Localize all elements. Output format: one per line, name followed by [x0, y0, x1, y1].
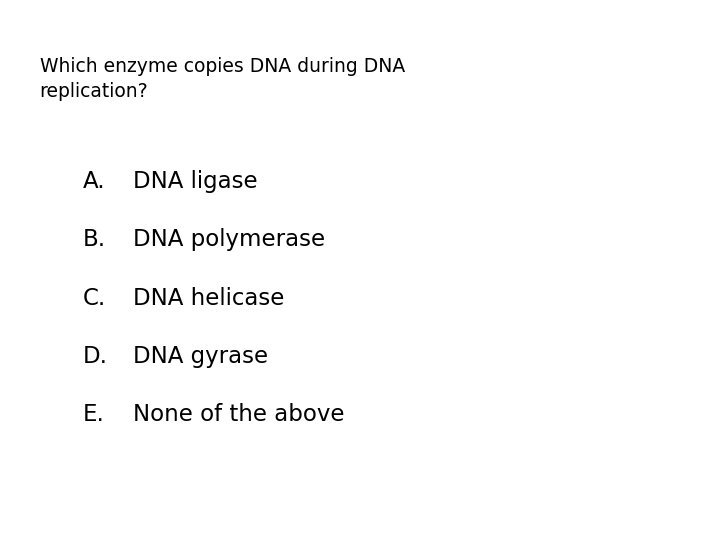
- Text: A.: A.: [83, 170, 105, 193]
- Text: D.: D.: [83, 345, 108, 368]
- Text: Which enzyme copies DNA during DNA
replication?: Which enzyme copies DNA during DNA repli…: [40, 57, 405, 100]
- Text: DNA helicase: DNA helicase: [133, 287, 284, 310]
- Text: DNA gyrase: DNA gyrase: [133, 345, 269, 368]
- Text: B.: B.: [83, 228, 106, 252]
- Text: DNA ligase: DNA ligase: [133, 170, 258, 193]
- Text: DNA polymerase: DNA polymerase: [133, 228, 325, 252]
- Text: E.: E.: [83, 403, 104, 427]
- Text: C.: C.: [83, 287, 106, 310]
- Text: None of the above: None of the above: [133, 403, 345, 427]
